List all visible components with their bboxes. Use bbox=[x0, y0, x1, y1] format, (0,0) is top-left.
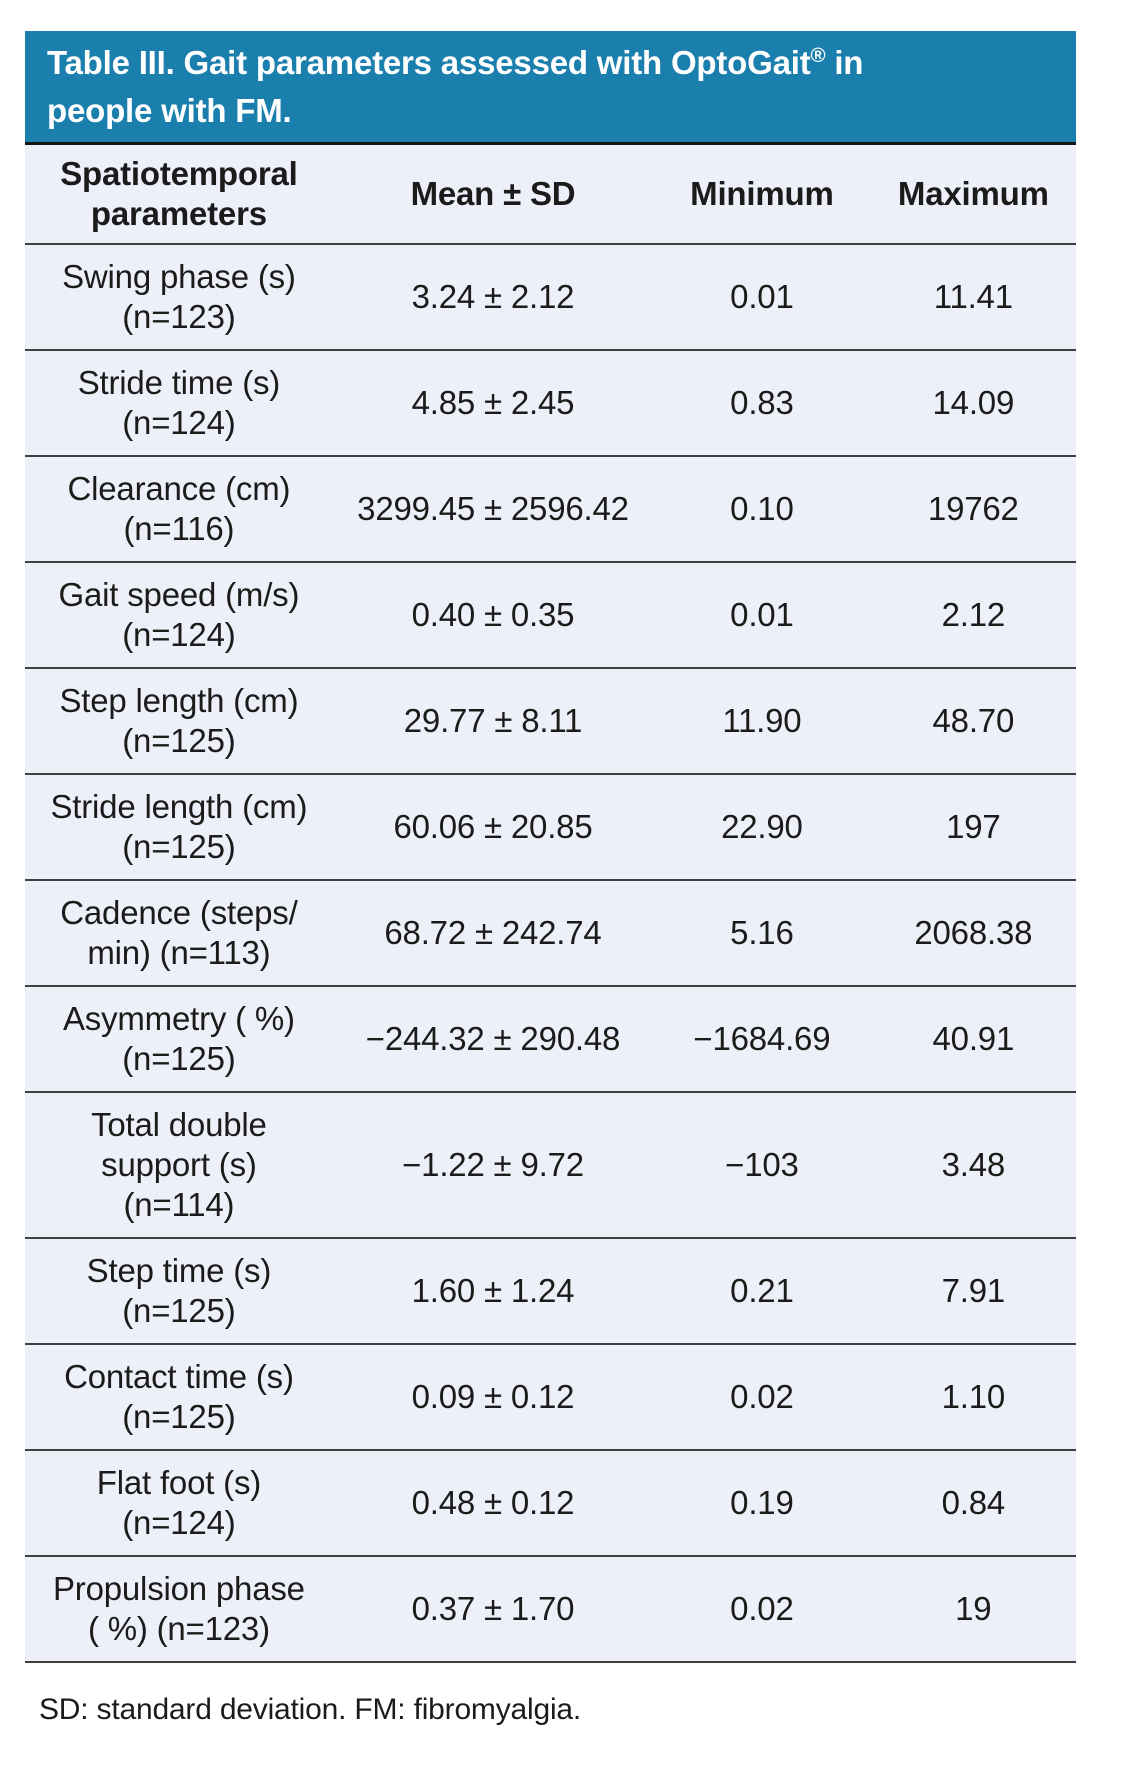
minimum-cell: 0.21 bbox=[653, 1238, 871, 1345]
maximum-cell: 0.84 bbox=[870, 1450, 1076, 1557]
column-header-spatiotemporal-parameters: Spatiotemporal parameters bbox=[25, 143, 333, 245]
table-row: Stride length (cm) (n=125) 60.06 ± 20.85… bbox=[25, 774, 1076, 881]
parameter-cell: Clearance (cm) (n=116) bbox=[25, 456, 333, 563]
minimum-cell: 0.83 bbox=[653, 350, 871, 457]
gait-parameters-table: Spatiotemporal parameters Mean ± SD Mini… bbox=[25, 142, 1076, 1663]
parameter-cell: Asymmetry ( %) (n=125) bbox=[25, 986, 333, 1093]
mean-sd-cell: −244.32 ± 290.48 bbox=[332, 986, 654, 1093]
minimum-cell: 5.16 bbox=[653, 880, 871, 987]
minimum-cell: 0.10 bbox=[653, 456, 871, 563]
parameter-cell: Gait speed (m/s) (n=124) bbox=[25, 562, 333, 669]
minimum-cell: 0.02 bbox=[653, 1556, 871, 1663]
table-row: Flat foot (s) (n=124) 0.48 ± 0.12 0.19 0… bbox=[25, 1450, 1076, 1557]
maximum-cell: 197 bbox=[870, 774, 1076, 881]
mean-sd-cell: 0.48 ± 0.12 bbox=[332, 1450, 654, 1557]
maximum-cell: 2.12 bbox=[870, 562, 1076, 669]
parameter-cell: Stride length (cm) (n=125) bbox=[25, 774, 333, 881]
mean-sd-cell: 29.77 ± 8.11 bbox=[332, 668, 654, 775]
table-row: Cadence (steps/ min) (n=113) 68.72 ± 242… bbox=[25, 880, 1076, 987]
parameter-cell: Total double support (s) (n=114) bbox=[25, 1092, 333, 1239]
maximum-cell: 19762 bbox=[870, 456, 1076, 563]
mean-sd-cell: 0.09 ± 0.12 bbox=[332, 1344, 654, 1451]
mean-sd-cell: 3.24 ± 2.12 bbox=[332, 244, 654, 351]
parameter-cell: Swing phase (s) (n=123) bbox=[25, 244, 333, 351]
maximum-cell: 3.48 bbox=[870, 1092, 1076, 1239]
minimum-cell: 11.90 bbox=[653, 668, 871, 775]
column-header-maximum: Maximum bbox=[870, 143, 1076, 245]
table-row: Stride time (s) (n=124) 4.85 ± 2.45 0.83… bbox=[25, 350, 1076, 457]
table-row: Step time (s) (n=125) 1.60 ± 1.24 0.21 7… bbox=[25, 1238, 1076, 1345]
table-row: Swing phase (s) (n=123) 3.24 ± 2.12 0.01… bbox=[25, 244, 1076, 351]
table-row: Asymmetry ( %) (n=125) −244.32 ± 290.48 … bbox=[25, 986, 1076, 1093]
column-header-mean-sd: Mean ± SD bbox=[332, 143, 654, 245]
table-title-line2: people with FM. bbox=[47, 92, 292, 129]
gait-parameters-table-card: Table III. Gait parameters assessed with… bbox=[25, 31, 1076, 1727]
mean-sd-cell: 68.72 ± 242.74 bbox=[332, 880, 654, 987]
minimum-cell: −1684.69 bbox=[653, 986, 871, 1093]
table-title-text-suffix: in bbox=[825, 44, 864, 81]
maximum-cell: 19 bbox=[870, 1556, 1076, 1663]
table-row: Gait speed (m/s) (n=124) 0.40 ± 0.35 0.0… bbox=[25, 562, 1076, 669]
parameter-cell: Step length (cm) (n=125) bbox=[25, 668, 333, 775]
minimum-cell: −103 bbox=[653, 1092, 871, 1239]
mean-sd-cell: 3299.45 ± 2596.42 bbox=[332, 456, 654, 563]
table-title-text: Table III. Gait parameters assessed with… bbox=[47, 44, 811, 81]
table-row: Clearance (cm) (n=116) 3299.45 ± 2596.42… bbox=[25, 456, 1076, 563]
minimum-cell: 0.01 bbox=[653, 562, 871, 669]
table-row: Propulsion phase ( %) (n=123) 0.37 ± 1.7… bbox=[25, 1556, 1076, 1663]
parameter-cell: Contact time (s) (n=125) bbox=[25, 1344, 333, 1451]
maximum-cell: 7.91 bbox=[870, 1238, 1076, 1345]
table-row: Total double support (s) (n=114) −1.22 ±… bbox=[25, 1092, 1076, 1239]
table-row: Step length (cm) (n=125) 29.77 ± 8.11 11… bbox=[25, 668, 1076, 775]
mean-sd-cell: −1.22 ± 9.72 bbox=[332, 1092, 654, 1239]
maximum-cell: 2068.38 bbox=[870, 880, 1076, 987]
minimum-cell: 0.01 bbox=[653, 244, 871, 351]
parameter-cell: Cadence (steps/ min) (n=113) bbox=[25, 880, 333, 987]
maximum-cell: 40.91 bbox=[870, 986, 1076, 1093]
minimum-cell: 0.19 bbox=[653, 1450, 871, 1557]
mean-sd-cell: 4.85 ± 2.45 bbox=[332, 350, 654, 457]
mean-sd-cell: 0.40 ± 0.35 bbox=[332, 562, 654, 669]
table-body: Swing phase (s) (n=123) 3.24 ± 2.12 0.01… bbox=[25, 244, 1076, 1663]
mean-sd-cell: 60.06 ± 20.85 bbox=[332, 774, 654, 881]
mean-sd-cell: 1.60 ± 1.24 bbox=[332, 1238, 654, 1345]
column-header-minimum: Minimum bbox=[653, 143, 871, 245]
minimum-cell: 22.90 bbox=[653, 774, 871, 881]
maximum-cell: 1.10 bbox=[870, 1344, 1076, 1451]
maximum-cell: 11.41 bbox=[870, 244, 1076, 351]
table-title-bar: Table III. Gait parameters assessed with… bbox=[25, 31, 1076, 142]
parameter-cell: Flat foot (s) (n=124) bbox=[25, 1450, 333, 1557]
maximum-cell: 48.70 bbox=[870, 668, 1076, 775]
table-title-line1: Table III. Gait parameters assessed with… bbox=[47, 39, 1054, 87]
registered-trademark-symbol: ® bbox=[810, 44, 826, 67]
minimum-cell: 0.02 bbox=[653, 1344, 871, 1451]
parameter-cell: Step time (s) (n=125) bbox=[25, 1238, 333, 1345]
table-header: Spatiotemporal parameters Mean ± SD Mini… bbox=[25, 143, 1076, 245]
mean-sd-cell: 0.37 ± 1.70 bbox=[332, 1556, 654, 1663]
table-footnote: SD: standard deviation. FM: fibromyalgia… bbox=[39, 1693, 582, 1726]
parameter-cell: Stride time (s) (n=124) bbox=[25, 350, 333, 457]
maximum-cell: 14.09 bbox=[870, 350, 1076, 457]
table-header-row: Spatiotemporal parameters Mean ± SD Mini… bbox=[25, 143, 1076, 245]
parameter-cell: Propulsion phase ( %) (n=123) bbox=[25, 1556, 333, 1663]
table-row: Contact time (s) (n=125) 0.09 ± 0.12 0.0… bbox=[25, 1344, 1076, 1451]
